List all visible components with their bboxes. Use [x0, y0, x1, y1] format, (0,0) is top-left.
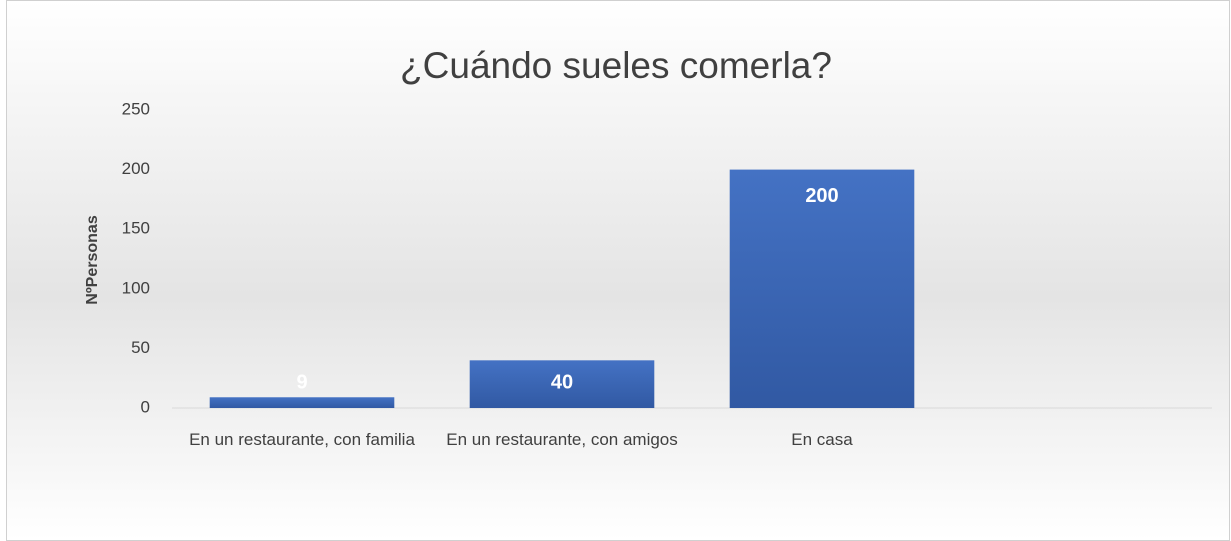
x-tick-label: En casa	[791, 430, 853, 449]
data-label: 200	[805, 185, 838, 207]
y-tick-label: 0	[141, 397, 150, 416]
y-tick-label: 250	[122, 99, 150, 118]
chart-title: ¿Cuándo sueles comerla?	[400, 45, 832, 86]
y-axis-label: NºPersonas	[84, 215, 101, 305]
y-tick-label: 150	[122, 219, 150, 238]
y-tick-label: 50	[131, 338, 150, 357]
bar	[469, 360, 655, 408]
x-tick-label: En un restaurante, con amigos	[446, 430, 678, 449]
chart-background	[6, 0, 1230, 541]
bar	[209, 397, 395, 408]
data-label: 40	[551, 371, 573, 393]
bar	[729, 169, 915, 408]
y-tick-label: 200	[122, 159, 150, 178]
data-label: 9	[296, 371, 307, 393]
y-tick-label: 100	[122, 278, 150, 297]
x-tick-label: En un restaurante, con familia	[189, 430, 415, 449]
